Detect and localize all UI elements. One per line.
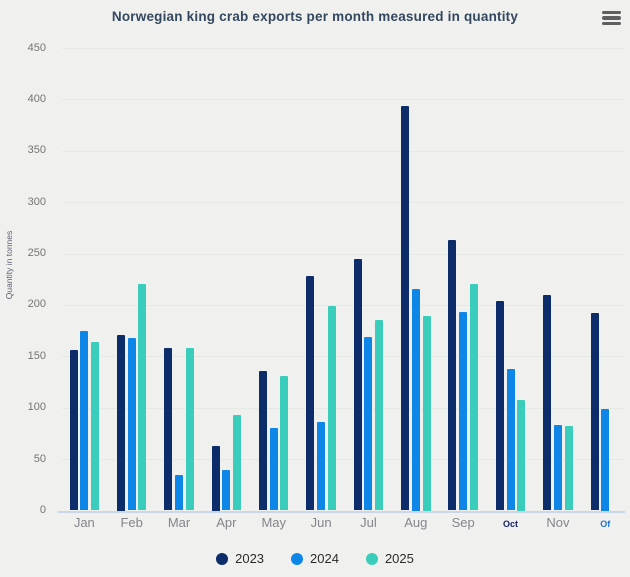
x-axis-label-may: May: [261, 515, 287, 530]
hamburger-menu-icon[interactable]: [602, 11, 621, 27]
bar-2023-apr[interactable]: [211, 445, 220, 511]
bar-2023-of[interactable]: [590, 313, 599, 511]
bar-2023-mar[interactable]: [164, 348, 173, 511]
bar-2024-feb[interactable]: [127, 337, 136, 511]
bar-2023-jun[interactable]: [306, 276, 315, 511]
bar-2025-feb[interactable]: [138, 284, 147, 511]
gridline-100: [62, 407, 625, 409]
x-axis-label-jan: Jan: [73, 515, 95, 530]
bar-2025-jan[interactable]: [91, 341, 99, 511]
y-axis-tick-50: 50: [33, 452, 46, 465]
bar-2025-apr[interactable]: [233, 414, 242, 511]
legend-label-2024: 2024: [310, 551, 339, 566]
legend: 2023 2024 2025: [0, 551, 630, 566]
x-axis-label-nov: Nov: [546, 515, 570, 530]
bar-2023-nov[interactable]: [543, 294, 552, 511]
bar-2025-nov[interactable]: [564, 426, 573, 511]
legend-swatch-2024: [291, 552, 304, 565]
bar-2025-may[interactable]: [280, 375, 289, 511]
gridline-400: [62, 99, 625, 101]
legend-swatch-2025: [365, 552, 378, 565]
legend-item-2023[interactable]: 2023: [216, 551, 264, 566]
y-axis-tick-250: 250: [27, 247, 46, 260]
bar-2025-sep[interactable]: [469, 284, 478, 511]
y-axis-title: Quantity in tonnes: [4, 230, 14, 300]
legend-label-2025: 2025: [384, 551, 414, 566]
bar-2024-may[interactable]: [269, 428, 278, 511]
bar-2023-jul[interactable]: [353, 258, 362, 511]
hamburger-bar: [602, 16, 621, 20]
x-axis-label-oct: Oct: [503, 519, 519, 529]
legend-item-2025[interactable]: 2025: [365, 551, 414, 566]
x-axis-label-feb: Feb: [120, 515, 143, 530]
bar-2025-mar[interactable]: [185, 348, 194, 511]
gridline-250: [62, 253, 625, 255]
x-axis-label-jun: Jun: [310, 515, 332, 530]
hamburger-bar: [602, 11, 621, 15]
bar-2023-may[interactable]: [259, 370, 268, 511]
bar-2025-jun[interactable]: [327, 305, 336, 511]
gridline-200: [62, 304, 625, 306]
x-axis-label-sep: Sep: [451, 515, 475, 530]
bar-2023-aug[interactable]: [401, 105, 410, 511]
chart-title: Norwegian king crab exports per month me…: [111, 9, 519, 24]
gridline-300: [62, 202, 625, 204]
bar-2024-sep[interactable]: [459, 312, 468, 511]
bar-2023-feb[interactable]: [116, 334, 125, 511]
gridline-150: [62, 356, 625, 358]
x-axis-label-mar: Mar: [167, 515, 191, 530]
legend-swatch-2023: [216, 552, 229, 565]
x-axis-label-aug: Aug: [404, 515, 428, 530]
hamburger-bar: [602, 21, 621, 25]
x-axis-line: [58, 510, 625, 513]
bar-2023-oct[interactable]: [495, 300, 504, 511]
y-axis-tick-350: 350: [27, 144, 46, 157]
bar-2025-aug[interactable]: [422, 316, 431, 511]
x-axis-label-jul: Jul: [360, 515, 377, 530]
bar-2024-of[interactable]: [601, 408, 610, 511]
y-axis-tick-450: 450: [27, 41, 46, 54]
y-axis-tick-150: 150: [27, 349, 46, 362]
legend-label-2023: 2023: [235, 551, 265, 566]
bar-2024-jul[interactable]: [364, 336, 373, 511]
y-axis-tick-400: 400: [27, 92, 46, 105]
y-axis-tick-300: 300: [27, 195, 46, 208]
bar-2024-nov[interactable]: [553, 425, 562, 511]
bar-2024-oct[interactable]: [506, 368, 515, 511]
y-axis-tick-100: 100: [27, 401, 46, 414]
bar-2024-mar[interactable]: [175, 474, 184, 511]
gridline-50: [62, 459, 625, 461]
bar-2024-apr[interactable]: [222, 470, 231, 511]
gridline-450: [62, 48, 625, 49]
bar-2024-aug[interactable]: [411, 288, 420, 511]
bar-2025-oct[interactable]: [517, 399, 526, 511]
legend-item-2024[interactable]: 2024: [291, 551, 339, 566]
bar-2024-jun[interactable]: [317, 422, 326, 511]
x-axis-label-of: Of: [600, 519, 611, 529]
bar-2023-jan[interactable]: [69, 350, 78, 511]
bar-2024-jan[interactable]: [80, 330, 89, 511]
y-axis-tick-200: 200: [27, 298, 46, 311]
y-axis-tick-0: 0: [39, 504, 46, 516]
x-axis-label-apr: Apr: [216, 515, 237, 530]
bar-2023-sep[interactable]: [448, 240, 457, 511]
gridline-350: [62, 150, 625, 152]
bar-2025-jul[interactable]: [375, 320, 384, 511]
